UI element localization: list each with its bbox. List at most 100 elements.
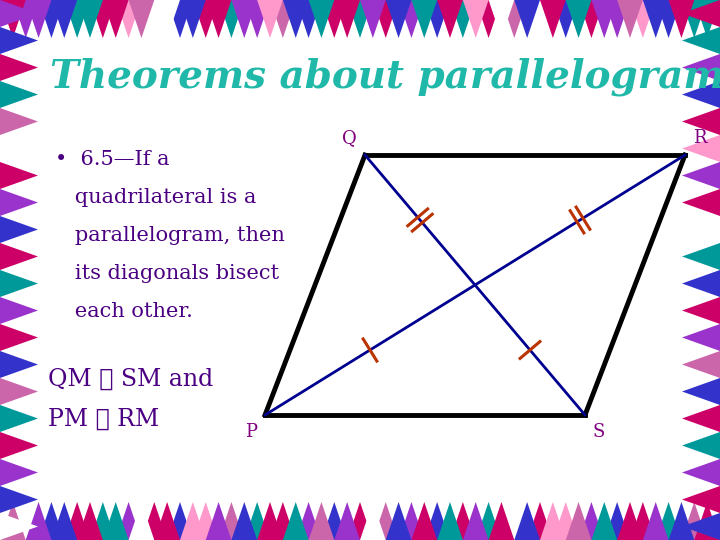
Polygon shape [0,405,38,432]
Polygon shape [681,0,707,38]
Polygon shape [0,513,38,540]
Polygon shape [244,502,270,540]
Polygon shape [682,378,720,405]
Polygon shape [579,502,604,540]
Polygon shape [0,324,38,351]
Polygon shape [13,502,39,540]
Polygon shape [0,432,38,459]
Polygon shape [386,502,411,540]
Polygon shape [26,0,51,38]
Polygon shape [669,0,694,38]
Polygon shape [193,502,219,540]
Polygon shape [566,0,591,38]
Polygon shape [206,0,231,38]
Polygon shape [0,0,38,27]
Polygon shape [682,513,720,540]
Polygon shape [476,502,501,540]
Polygon shape [514,502,540,540]
Text: Theorems about parallelograms: Theorems about parallelograms [50,58,720,97]
Polygon shape [373,502,399,540]
Polygon shape [270,0,296,38]
Polygon shape [0,27,38,54]
Polygon shape [116,0,141,38]
Polygon shape [617,502,643,540]
Text: each other.: each other. [55,302,193,321]
Polygon shape [463,0,489,38]
Polygon shape [309,0,334,38]
Polygon shape [424,0,450,38]
Polygon shape [682,351,720,378]
Polygon shape [514,0,540,38]
Polygon shape [334,502,360,540]
Polygon shape [193,0,219,38]
Polygon shape [141,0,167,38]
Polygon shape [231,502,257,540]
Polygon shape [682,27,720,54]
Polygon shape [682,216,720,243]
Polygon shape [399,502,424,540]
Polygon shape [103,502,129,540]
Polygon shape [51,0,77,38]
Polygon shape [566,502,591,540]
Polygon shape [682,189,720,216]
Text: P: P [245,423,257,441]
Polygon shape [682,486,720,513]
Polygon shape [643,502,669,540]
Polygon shape [90,0,116,38]
Polygon shape [0,502,26,540]
Polygon shape [180,0,206,38]
Polygon shape [77,0,103,38]
Polygon shape [630,502,656,540]
Polygon shape [296,0,321,38]
Polygon shape [591,0,617,38]
Polygon shape [39,0,64,38]
Polygon shape [347,502,373,540]
Polygon shape [682,0,720,27]
Polygon shape [347,0,373,38]
Polygon shape [501,502,527,540]
Polygon shape [321,502,347,540]
Polygon shape [51,502,77,540]
Polygon shape [90,502,116,540]
Polygon shape [270,502,296,540]
Polygon shape [0,54,38,81]
Text: QM ≅ SM and: QM ≅ SM and [48,368,213,391]
Polygon shape [373,0,399,38]
Polygon shape [399,0,424,38]
Polygon shape [694,0,720,38]
Polygon shape [437,502,463,540]
Polygon shape [321,0,347,38]
Polygon shape [682,81,720,108]
Polygon shape [682,324,720,351]
Polygon shape [617,0,643,38]
Polygon shape [682,162,720,189]
Polygon shape [154,0,180,38]
Text: •  6.5—If a: • 6.5—If a [55,150,169,169]
Text: Q: Q [342,129,357,147]
Polygon shape [411,0,437,38]
Polygon shape [489,502,514,540]
Polygon shape [489,0,514,38]
Polygon shape [0,243,38,270]
Polygon shape [129,0,154,38]
Bar [38,38,682,502]
Polygon shape [669,502,694,540]
Polygon shape [0,378,38,405]
Polygon shape [527,0,553,38]
Polygon shape [296,502,321,540]
Polygon shape [360,0,386,38]
Polygon shape [681,502,707,540]
Polygon shape [0,486,38,513]
Polygon shape [411,502,437,540]
Polygon shape [630,0,656,38]
Polygon shape [0,162,38,189]
Polygon shape [219,0,244,38]
Polygon shape [206,502,231,540]
Polygon shape [257,502,283,540]
Polygon shape [103,0,129,38]
Polygon shape [0,297,38,324]
Polygon shape [643,0,669,38]
Polygon shape [334,0,360,38]
Polygon shape [540,0,566,38]
Polygon shape [463,502,489,540]
